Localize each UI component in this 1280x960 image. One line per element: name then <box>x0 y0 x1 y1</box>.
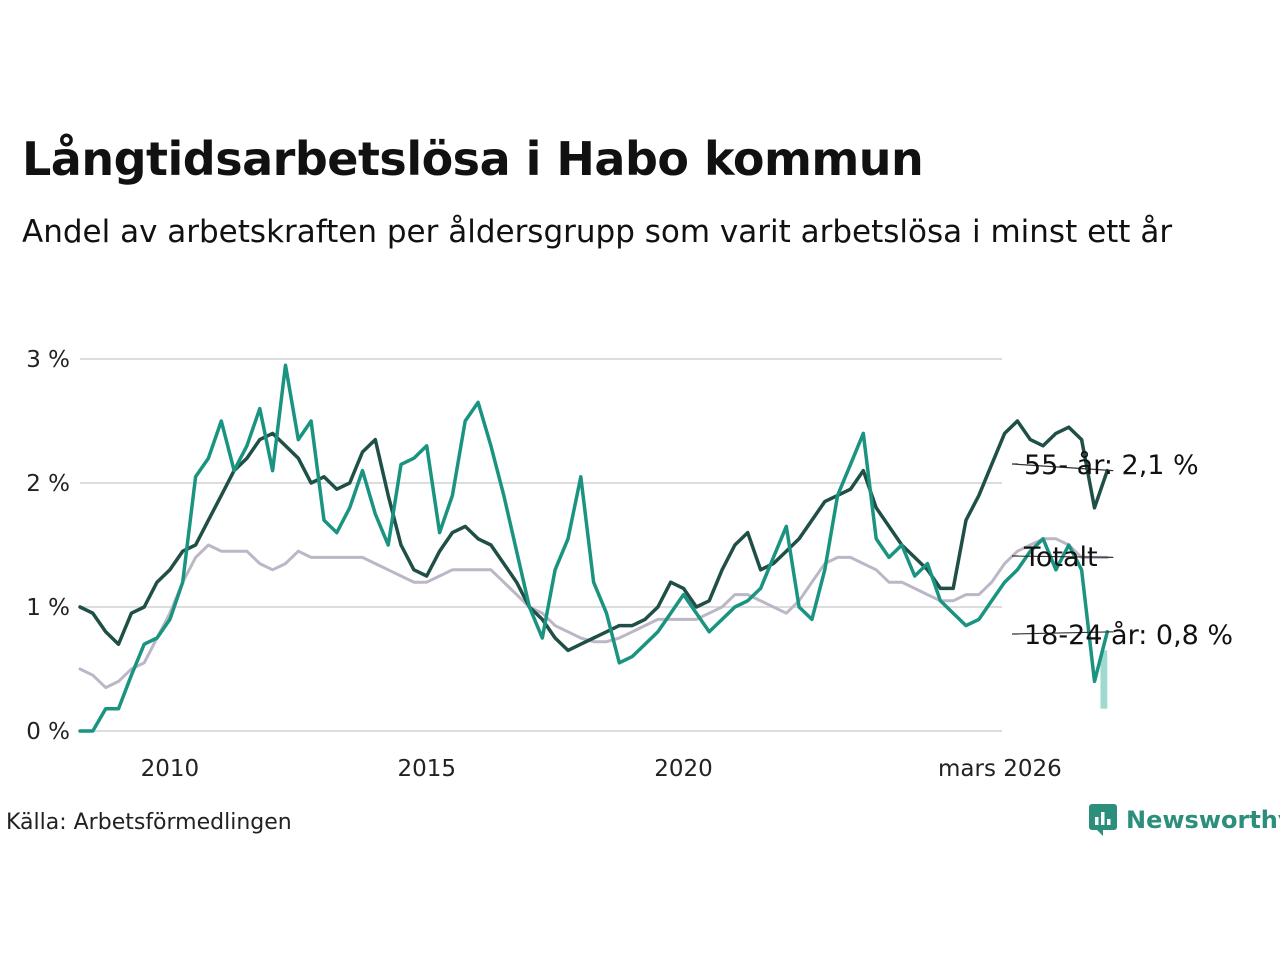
series-line-s1824 <box>78 363 1110 733</box>
label-leader-total <box>1011 555 1114 558</box>
brand-logo: Newsworthy <box>1088 803 1280 837</box>
series-18-24-uncertainty-band <box>1100 650 1108 709</box>
chart-subtitle: Andel av arbetskraften per åldersgrupp s… <box>22 214 1173 250</box>
y-tick-label: 2 % <box>26 471 70 497</box>
series-label-s1824: 18-24 år: 0,8 % <box>1024 620 1233 651</box>
y-tick-label: 3 % <box>26 347 70 373</box>
label-leader-s55 <box>1011 463 1114 472</box>
series-label-total: Totalt <box>1023 542 1098 573</box>
newsworthy-logo-icon <box>1089 804 1117 836</box>
x-tick-label: 2010 <box>141 756 200 782</box>
series-line-total <box>78 537 1109 690</box>
x-tick-label: 2015 <box>397 756 456 782</box>
series-layer <box>78 363 1110 733</box>
label-layer: 0 % 1 % 2 % 3 % 2010 2015 2020 mars 2026 Totalt 5… <box>26 347 1233 782</box>
y-tick-label: 1 % <box>26 595 70 621</box>
band-layer <box>1100 650 1108 709</box>
brand-name: Newsworthy <box>1126 806 1280 834</box>
x-tick-label: 2020 <box>654 756 713 782</box>
x-tick-label: mars 2026 <box>938 756 1062 782</box>
label-leader-s1824 <box>1011 631 1114 635</box>
y-tick-label: 0 % <box>26 719 70 745</box>
series-label-s55: 55- år: 2,1 % <box>1024 450 1199 481</box>
grid-layer <box>80 358 1002 732</box>
chart-title: Långtidsarbetslösa i Habo kommun <box>22 132 924 186</box>
source-note: Källa: Arbetsförmedlingen <box>6 810 292 835</box>
series-line-s55 <box>78 419 1110 653</box>
